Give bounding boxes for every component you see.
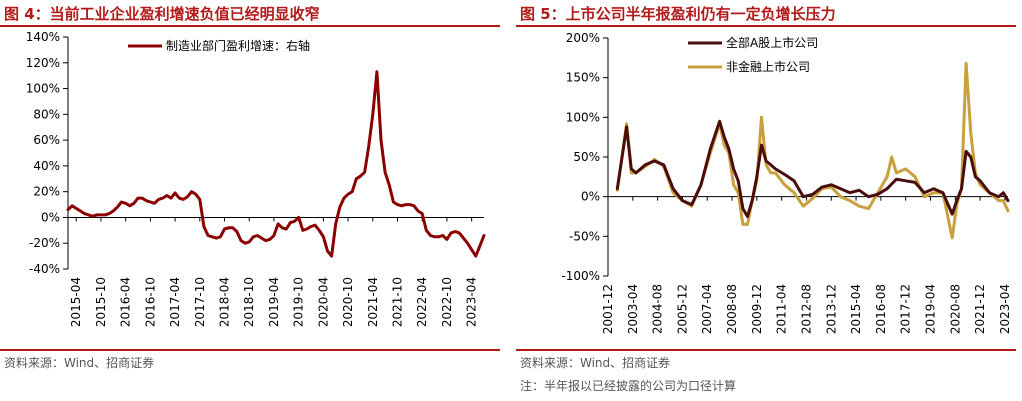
figure-4-legend-label: 制造业部门盈利增速：右轴 [166, 38, 310, 53]
figure-4-x-tick-label: 2023-04 [465, 277, 479, 327]
figure-5-note: 注：半年报以已经披露的公司为口径计算 [520, 379, 737, 393]
figure-4-y-tick-label: 140% [26, 30, 60, 44]
figure-4-x-tick-label: 2020-10 [341, 277, 355, 327]
figure-4-y-tick-label: 0% [41, 210, 60, 224]
figure-4-x-tick-label: 2018-10 [242, 277, 256, 327]
figure-4-x-tick-label: 2016-10 [143, 277, 157, 327]
figure-4-y-tick-label: 60% [33, 133, 60, 147]
figure-5-series-line [615, 119, 1010, 218]
figure-4-x-tick-label: 2022-10 [440, 277, 454, 327]
figure-5-legend-label: 非金融上市公司 [726, 59, 810, 74]
figure-4-chart: 140% 120% 100% 80% 60% 40% 20% 0% -20% -40% 2015-0… [26, 30, 486, 327]
figure-5-y-tick-label: 0% [581, 190, 600, 204]
figure-5-x-tick-label: 2013-12 [824, 284, 838, 334]
figure-4-x-tick-label: 2018-04 [218, 277, 232, 327]
figure-5: 图 5：上市公司半年报盈利仍有一定负增长压力 200% 150% 100% 50% 0%… [516, 0, 1022, 401]
figure-5-x-tick-label: 2019-04 [923, 284, 937, 334]
figure-5-x-tick-label: 2005-12 [675, 284, 689, 334]
figure-5-title-rule [516, 25, 1016, 27]
figure-5-x-tick-label: 2016-08 [874, 284, 888, 334]
figure-5-series-line [615, 61, 1010, 240]
figure-5-x-tick-label: 2012-08 [799, 284, 813, 334]
figure-4-y-tick-label: 80% [33, 107, 60, 121]
figure-5-x-tick-label: 2003-04 [626, 284, 640, 334]
figure-4-x-tick-label: 2019-04 [267, 277, 281, 327]
figure-4-x-tick-label: 2019-10 [292, 277, 306, 327]
figure-4: 图 4：当前工业企业盈利增速负值已经明显收窄 140% 120% 100% 80% 60… [0, 0, 506, 401]
figure-4-title: 图 4：当前工业企业盈利增速负值已经明显收窄 [4, 5, 320, 23]
figure-4-x-tick-label: 2015-10 [94, 277, 108, 327]
figure-4-y-tick-label: -20% [29, 236, 60, 250]
figure-4-x-tick-label: 2016-04 [119, 277, 133, 327]
figure-5-x-tick-label: 2023-04 [998, 284, 1012, 334]
figure-5-y-tick-label: 150% [566, 71, 600, 85]
figure-5-bottom-rule [516, 349, 1016, 351]
figure-4-x-tick-label: 2015-04 [69, 277, 83, 327]
figure-5-x-tick-label: 2017-12 [899, 284, 913, 334]
figure-4-bottom-rule [0, 349, 500, 351]
figure-5-chart: 200% 150% 100% 50% 0% -50% -100%2001-12 2003-04… [561, 31, 1012, 334]
figure-5-x-tick-label: 2021-12 [973, 284, 987, 334]
figure-4-x-tick-label: 2022-04 [415, 277, 429, 327]
figure-5-x-tick-label: 2011-04 [775, 284, 789, 334]
figure-4-x-tick-label: 2017-04 [168, 277, 182, 327]
figure-5-y-tick-label: 50% [573, 150, 600, 164]
figure-4-x-tick-label: 2021-04 [366, 277, 380, 327]
figure-5-x-tick-label: 2009-12 [750, 284, 764, 334]
figure-5-x-tick-label: 2008-08 [725, 284, 739, 334]
figure-4-y-tick-label: -40% [29, 262, 60, 276]
figure-4-series-line [66, 70, 486, 258]
figure-4-y-tick-label: 40% [33, 159, 60, 173]
figure-5-title: 图 5：上市公司半年报盈利仍有一定负增长压力 [520, 5, 836, 23]
figure-4-x-tick-label: 2020-04 [316, 277, 330, 327]
figure-4-x-tick-label: 2017-10 [193, 277, 207, 327]
figure-4-title-rule [0, 25, 500, 27]
figure-5-y-tick-label: 200% [566, 31, 600, 45]
figure-5-y-tick-label: -100% [561, 269, 600, 283]
figure-5-legend-label: 全部A股上市公司 [726, 35, 818, 50]
figure-5-y-tick-label: 100% [566, 110, 600, 124]
figure-4-y-tick-label: 120% [26, 56, 60, 70]
figure-5-x-tick-label: 2007-04 [700, 284, 714, 334]
figure-5-x-tick-label: 2015-04 [849, 284, 863, 334]
figure-4-y-tick-label: 20% [33, 185, 60, 199]
figure-5-source: 资料来源：Wind、招商证券 [520, 356, 671, 370]
figure-4-x-tick-label: 2021-10 [391, 277, 405, 327]
figure-5-y-tick-label: -50% [569, 229, 600, 243]
figure-5-x-tick-label: 2020-08 [948, 284, 962, 334]
figure-5-x-tick-label: 2001-12 [601, 284, 615, 334]
figure-5-x-tick-label: 2004-08 [651, 284, 665, 334]
figure-4-y-tick-label: 100% [26, 82, 60, 96]
figure-4-source: 资料来源：Wind、招商证券 [4, 356, 155, 370]
